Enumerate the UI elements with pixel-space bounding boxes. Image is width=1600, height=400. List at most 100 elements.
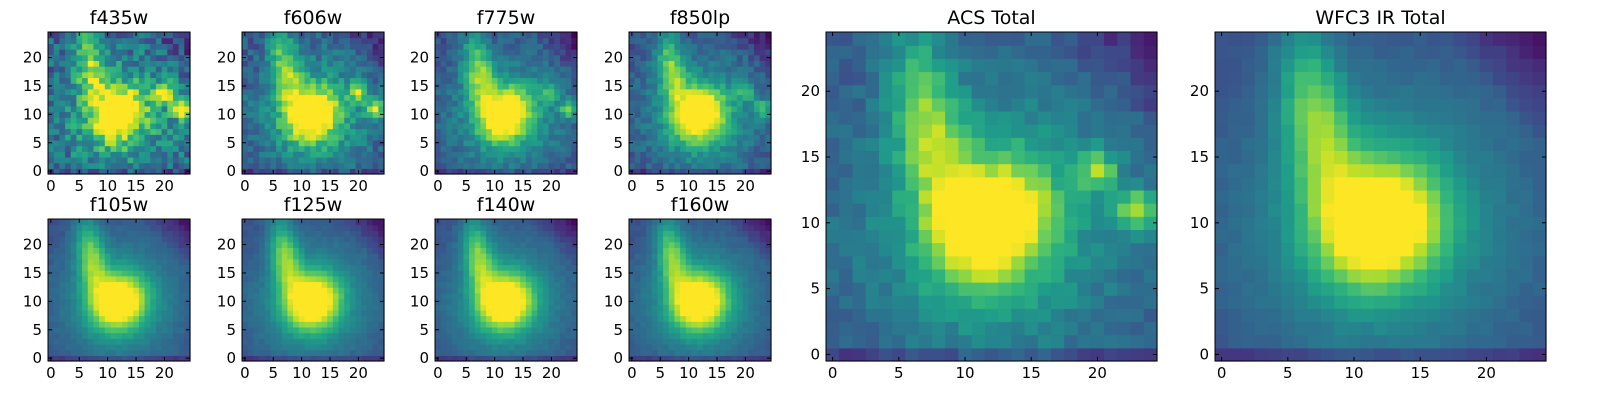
heatmap-cell: [554, 247, 561, 254]
heatmap-cell: [70, 349, 77, 356]
heatmap-cell: [508, 349, 516, 356]
heatmap-cell: [508, 304, 516, 311]
heatmap-cell: [264, 43, 271, 50]
heatmap-cell: [503, 83, 510, 90]
heatmap-cell: [708, 32, 715, 39]
heatmap-cell: [327, 88, 334, 96]
heatmap-cell: [668, 298, 676, 305]
heatmap-cell: [503, 338, 510, 345]
heatmap-cell: [327, 156, 334, 164]
heatmap-cell: [725, 287, 732, 294]
heatmap-cell: [525, 241, 533, 248]
heatmap-cell: [59, 338, 66, 345]
heatmap-cell: [349, 139, 357, 147]
heatmap-cell: [48, 156, 55, 164]
heatmap-cell: [680, 145, 687, 152]
heatmap-cell: [327, 236, 334, 243]
heatmap-cell: [486, 60, 493, 67]
heatmap-cell: [480, 219, 487, 226]
heatmap-cell: [133, 66, 140, 73]
heatmap-cell: [736, 332, 744, 339]
heatmap-cell: [651, 292, 658, 300]
heatmap-cell: [304, 88, 311, 96]
heatmap-cell: [702, 139, 710, 147]
heatmap-cell: [440, 264, 447, 271]
heatmap-cell: [93, 117, 100, 124]
heatmap-cell: [87, 321, 95, 328]
heatmap-cell: [99, 326, 106, 334]
heatmap-cell: [270, 258, 277, 266]
heatmap-cell: [349, 253, 357, 260]
heatmap-cell: [82, 83, 89, 90]
heatmap-cell: [161, 145, 168, 152]
heatmap-cell: [668, 100, 676, 107]
heatmap-cell: [127, 258, 134, 266]
heatmap-cell: [452, 43, 459, 50]
heatmap-cell: [65, 343, 72, 351]
heatmap-cell: [116, 32, 123, 39]
heatmap-cell: [82, 111, 89, 118]
heatmap-cell: [287, 60, 294, 67]
heatmap-cell: [440, 128, 447, 135]
heatmap-cell: [59, 77, 66, 84]
heatmap-cell: [355, 49, 362, 56]
heatmap-cell: [508, 343, 516, 351]
heatmap-cell: [697, 281, 704, 288]
heatmap-cell: [150, 117, 157, 124]
heatmap-cell: [281, 54, 289, 61]
heatmap-cell: [559, 60, 567, 67]
heatmap-cell: [674, 83, 681, 90]
heatmap-cell: [116, 71, 123, 79]
heatmap-cell: [133, 224, 140, 231]
heatmap-cell: [514, 128, 521, 135]
heatmap-cell: [259, 270, 266, 277]
heatmap-cell: [242, 88, 249, 96]
heatmap-cell: [259, 247, 266, 254]
heatmap-cell: [361, 230, 368, 237]
heatmap-cell: [247, 355, 254, 362]
heatmap-cell: [554, 219, 561, 226]
heatmap-cell: [440, 54, 447, 61]
heatmap-cell: [378, 151, 385, 158]
heatmap-cell: [731, 105, 738, 113]
heatmap-cell: [685, 66, 693, 73]
heatmap-cell: [457, 134, 464, 141]
heatmap-cell: [469, 309, 476, 317]
heatmap-cell: [99, 117, 106, 124]
panel-title: f850lp: [670, 7, 730, 29]
heatmap-cell: [247, 139, 254, 147]
heatmap-cell: [121, 287, 129, 294]
heatmap-cell: [463, 88, 470, 96]
heatmap-cell: [759, 349, 766, 356]
heatmap-cell: [332, 83, 340, 90]
heatmap-cell: [548, 332, 555, 339]
heatmap-cell: [287, 258, 294, 266]
heatmap-cell: [150, 49, 157, 56]
heatmap-cell: [366, 219, 374, 226]
heatmap-cell: [310, 281, 317, 288]
heatmap-cell: [315, 139, 323, 147]
heatmap-cell: [327, 134, 334, 141]
heatmap-cell: [82, 292, 89, 300]
heatmap-cell: [719, 60, 727, 67]
heatmap-cell: [259, 100, 266, 107]
heatmap-cell: [486, 343, 493, 351]
heatmap-cell: [725, 309, 732, 317]
heatmap-cell: [542, 298, 550, 305]
heatmap-cell: [497, 275, 504, 283]
heatmap-cell: [708, 326, 715, 334]
heatmap-cell: [315, 258, 323, 266]
heatmap-cell: [463, 270, 470, 277]
heatmap-cell: [446, 304, 453, 311]
heatmap-cell: [697, 156, 704, 164]
heatmap-cell: [242, 349, 249, 356]
heatmap-cell: [355, 253, 362, 260]
heatmap-cell: [531, 111, 538, 118]
heatmap-cell: [344, 105, 351, 113]
heatmap-cell: [446, 54, 453, 61]
heatmap-cell: [469, 236, 476, 243]
heatmap-cell: [548, 43, 555, 50]
heatmap-cell: [361, 270, 368, 277]
heatmap-cell: [469, 287, 476, 294]
heatmap-cell: [542, 128, 550, 135]
